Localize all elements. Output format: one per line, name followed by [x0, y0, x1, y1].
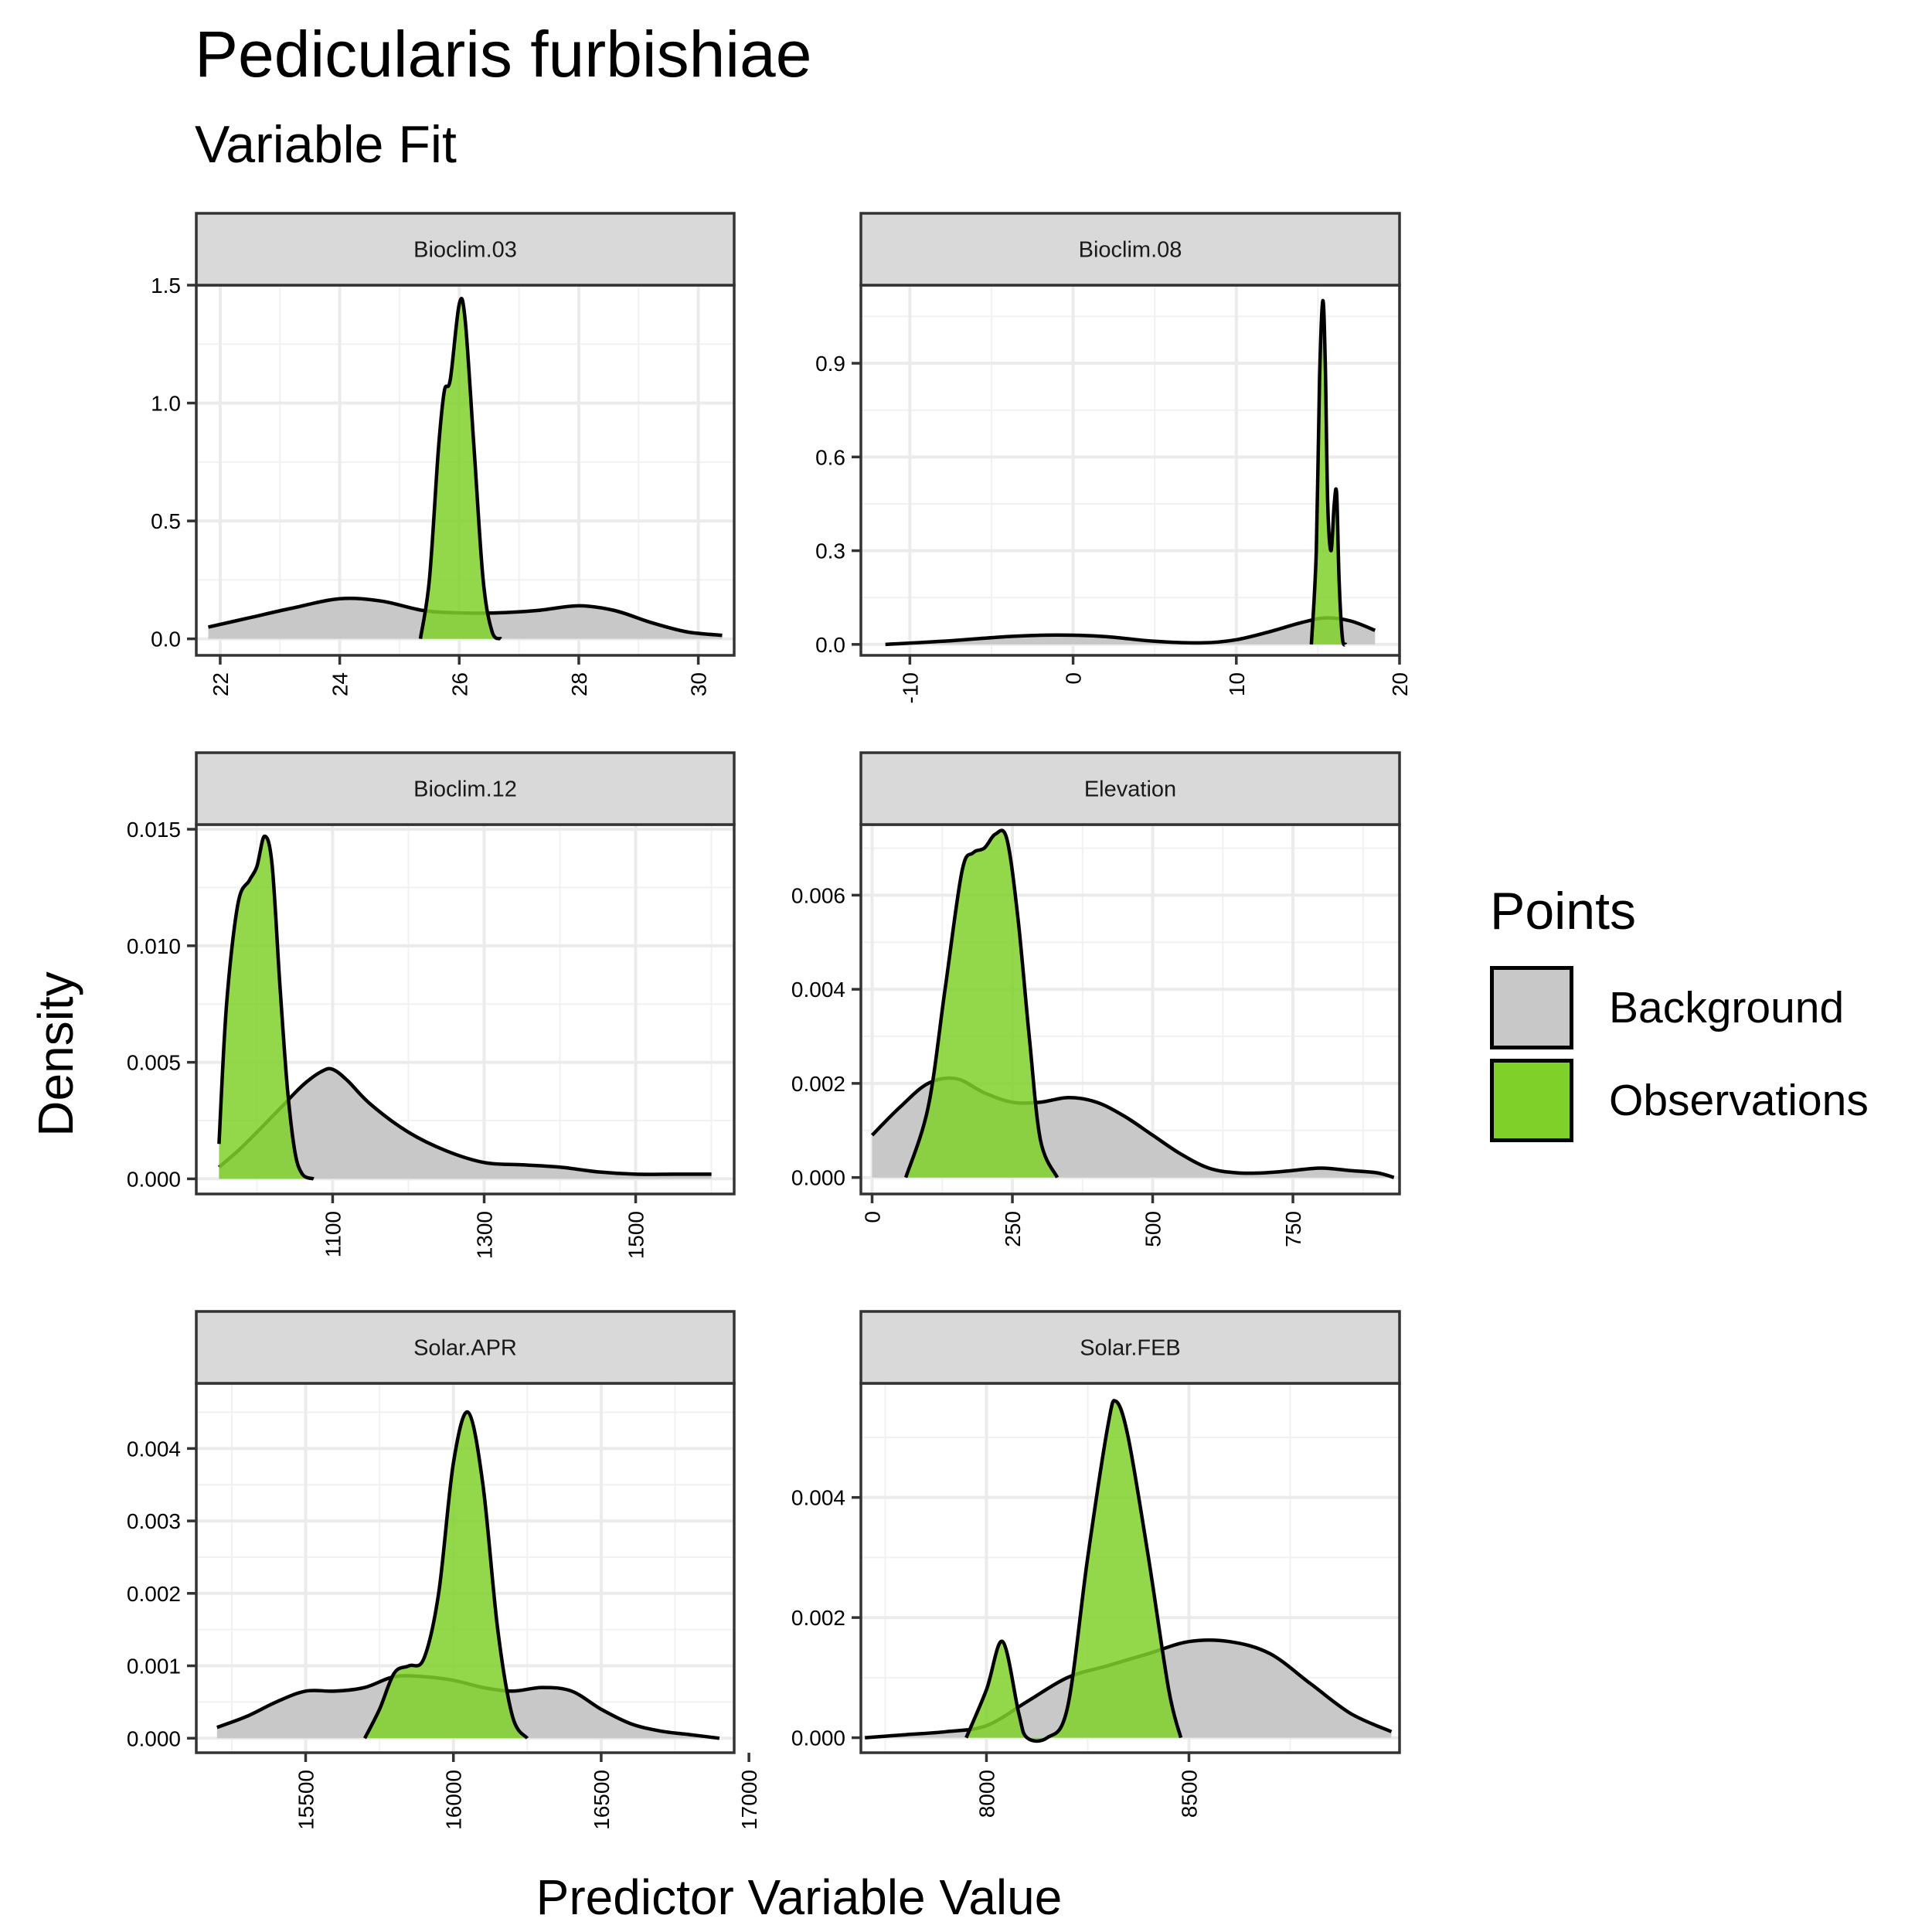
x-tick-label: 750: [1281, 1211, 1305, 1247]
x-tick-label: 1300: [473, 1211, 497, 1259]
strip-label-bioclim-12: Bioclim.12: [413, 777, 517, 802]
y-tick-label: 0.000: [791, 1166, 845, 1190]
y-tick-label: 0.002: [127, 1582, 181, 1606]
x-tick-label: 17000: [737, 1770, 761, 1830]
x-tick-label: 10: [1225, 672, 1249, 696]
x-tick-label: 20: [1388, 672, 1412, 696]
density-area-observations: [966, 1400, 1181, 1741]
legend-item-background: Background: [1490, 961, 1869, 1054]
x-tick-label: 15500: [294, 1770, 318, 1830]
x-tick-label: 16500: [590, 1770, 614, 1830]
panel-background: [861, 285, 1400, 655]
density-area-observations: [219, 836, 314, 1179]
x-tick-label: -10: [898, 672, 922, 703]
y-tick-label: 0.004: [127, 1437, 181, 1461]
y-tick-label: 0.000: [127, 1167, 181, 1191]
x-tick-label: 0: [861, 1211, 885, 1223]
density-area-observations: [365, 1412, 528, 1739]
density-line-observations: [362, 1410, 529, 1740]
facet-solar-apr: Solar.APR 0.000 0.001 0.002 0.003 0.004 15500 1…: [127, 1310, 761, 1830]
y-tick-label: 0.5: [151, 509, 181, 533]
x-tick-label: 500: [1141, 1211, 1165, 1247]
y-tick-label: 0.6: [815, 445, 845, 469]
density-line-observations: [964, 1399, 1183, 1743]
facet-elevation: Elevation 0.000 0.002 0.004 0.006 0 250 500 750: [791, 751, 1401, 1247]
y-tick-label: 0.004: [791, 978, 845, 1002]
y-tick-label: 0.000: [791, 1726, 845, 1750]
legend-item-observations: Observations: [1490, 1054, 1869, 1147]
y-tick-label: 0.001: [127, 1655, 181, 1679]
legend-label-observations: Observations: [1609, 1076, 1869, 1125]
y-tick-label: 0.003: [127, 1509, 181, 1533]
density-area-observations: [906, 830, 1058, 1178]
y-tick-label: 0.0: [815, 633, 845, 657]
y-tick-label: 0.005: [127, 1051, 181, 1075]
x-tick-label: 24: [328, 672, 352, 696]
y-tick-label: 0.002: [791, 1072, 845, 1096]
x-tick-label: 30: [687, 672, 711, 696]
y-tick-label: 0.006: [791, 883, 845, 907]
strip-label-bioclim-03: Bioclim.03: [413, 238, 517, 263]
x-tick-label: 1500: [624, 1211, 648, 1259]
x-tick-label: 16000: [442, 1770, 466, 1830]
legend-key-background: [1490, 966, 1573, 1049]
density-line-observations: [217, 834, 315, 1181]
strip-label-solar-feb: Solar.FEB: [1080, 1336, 1181, 1361]
density-line-observations: [1309, 298, 1348, 647]
y-tick-label: 0.015: [127, 818, 181, 842]
legend-key-observations: [1490, 1059, 1573, 1142]
strip-label-elevation: Elevation: [1084, 777, 1176, 802]
x-tick-label: 8000: [975, 1770, 998, 1818]
strip-background: [859, 1310, 1401, 1385]
facet-solar-feb: Solar.FEB 0.000 0.002 0.004 8000 8500: [791, 1310, 1401, 1818]
y-tick-label: 0.010: [127, 934, 181, 958]
facet-bioclim-08: Bioclim.08 0.0 0.3 0.6 0.9 -10 0 10 20: [815, 212, 1412, 703]
strip-label-bioclim-08: Bioclim.08: [1079, 238, 1182, 263]
y-tick-label: 1.0: [151, 392, 181, 416]
legend-title: Points: [1490, 882, 1636, 940]
y-tick-label: 1.5: [151, 274, 181, 298]
x-tick-label: 28: [567, 672, 591, 696]
y-tick-label: 0.3: [815, 539, 845, 563]
strip-background: [195, 1310, 736, 1385]
strip-background: [859, 212, 1401, 287]
facet-bioclim-12: Bioclim.12 0.000 0.005 0.010 0.015 1100 1300 15…: [127, 751, 736, 1259]
y-tick-label: 0.0: [151, 628, 181, 651]
x-tick-label: 26: [447, 672, 471, 696]
chart-subtitle: Variable Fit: [195, 115, 457, 174]
x-tick-label: 8500: [1177, 1770, 1201, 1818]
density-area-background: [219, 1068, 712, 1179]
legend-label-background: Background: [1609, 983, 1845, 1032]
x-tick-label: 22: [209, 672, 233, 696]
strip-background: [195, 212, 736, 287]
strip-background: [859, 751, 1401, 826]
strip-background: [195, 751, 736, 826]
y-tick-label: 0.004: [791, 1486, 845, 1510]
facet-bioclim-03: Bioclim.03 0.0 0.5 1.0 1.5 22 24 26 28 30: [151, 212, 736, 696]
legend: Points Background Observations: [1490, 881, 1869, 1147]
y-tick-label: 0.002: [791, 1606, 845, 1630]
x-tick-label: 0: [1062, 672, 1086, 685]
y-tick-label: 0.9: [815, 352, 845, 376]
x-axis-label: Predictor Variable Value: [536, 1869, 1063, 1925]
x-tick-label: 1100: [321, 1211, 345, 1257]
y-tick-label: 0.000: [127, 1726, 181, 1750]
strip-label-solar-apr: Solar.APR: [413, 1336, 517, 1361]
x-tick-label: 250: [1001, 1211, 1025, 1247]
density-line-observations: [903, 828, 1060, 1179]
chart-title: Pedicularis furbishiae: [195, 18, 812, 90]
density-line-observations: [418, 297, 502, 641]
